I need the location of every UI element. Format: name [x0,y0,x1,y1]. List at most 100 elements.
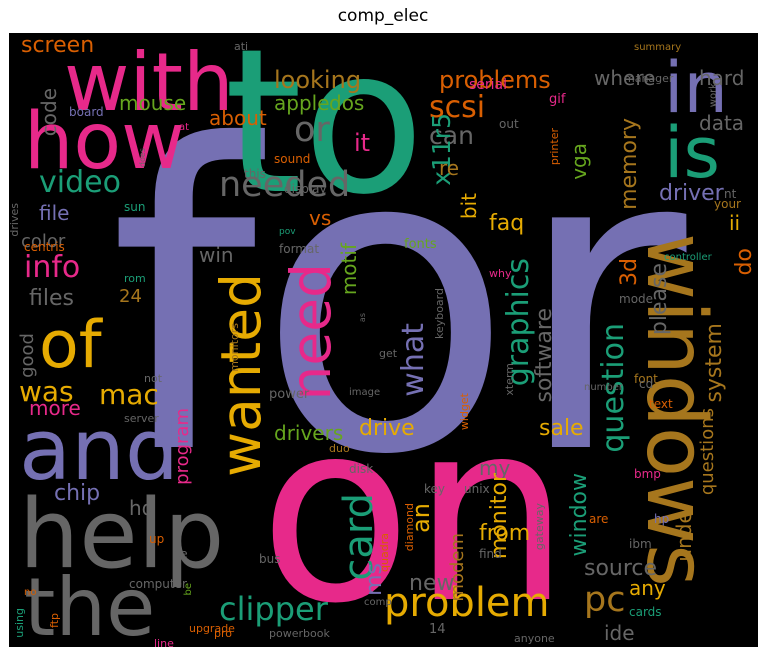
word: files [29,286,74,311]
word: as [358,313,367,323]
word: need [279,263,343,401]
word: serial [469,77,508,93]
word: cd [639,377,654,391]
word: nt [724,187,737,201]
word: this [244,167,266,181]
word: good [17,333,38,378]
word: needed [219,165,351,205]
word: ii [729,211,741,235]
word: unix [464,482,490,496]
word: memory [617,118,642,210]
word: ide [604,621,635,645]
word: line [154,637,174,647]
word: gif [549,92,566,107]
word: window [567,473,592,557]
word: system [702,323,727,403]
word: pov [279,227,296,237]
word: font [634,372,658,386]
word: from [479,521,531,546]
chart-title: comp_elec [337,6,429,26]
word: display [284,182,327,196]
word: up [149,532,165,546]
word: disk [349,462,374,476]
word: pc [584,580,626,620]
word: it [354,129,371,157]
word: about [209,106,267,130]
word: duo [329,442,350,455]
word: work [708,83,719,108]
word: hd [129,496,155,520]
word: controller [664,252,712,263]
word: hard [699,66,745,90]
word: widget [458,393,471,431]
word: anyone [514,632,555,645]
word: summary [634,42,682,53]
word: drivers [274,421,344,445]
word: questions [697,408,718,496]
word: format [279,242,320,256]
word: xterm [503,363,516,396]
word: motif [337,243,361,296]
word-cloud: for to on with how help and the windows in is of wan… [9,33,758,647]
word: apple [274,91,330,115]
word: chip [54,481,101,506]
word: problem [384,580,550,626]
word: win [199,243,234,267]
word: at [179,122,190,133]
word: mode [619,292,654,306]
word: source [584,556,658,581]
word: 24 [119,286,142,307]
word: no [24,587,37,598]
word: faq [489,211,525,236]
word: or [294,110,330,150]
word: gateway [533,503,546,551]
word: board [69,105,104,119]
word: vga [567,143,591,180]
word: sound [274,152,311,166]
word: sale [539,416,584,441]
word: key [424,482,446,496]
word: drives [9,203,21,237]
word: 3d [617,258,642,286]
word: using [13,608,26,638]
word: dos [329,91,365,115]
word: driver [659,181,724,206]
word: color [21,231,66,252]
word: on [259,367,571,647]
word: image [349,387,381,398]
word: ftp [48,613,61,628]
word: file [39,201,70,225]
word: help [19,480,225,590]
word: computer [129,577,187,591]
word: text [649,397,673,411]
word: drive [359,416,415,441]
word: with [64,36,234,129]
word: pro [214,627,232,640]
word: quadra [378,533,391,572]
word: any [629,576,666,600]
word: out [499,117,519,131]
word: software [532,308,557,403]
word: 14 [429,622,446,637]
word: are [589,512,609,526]
word: bus [259,552,281,566]
word: bmp [634,467,661,481]
word: centris [24,240,65,254]
word: mouse [119,91,187,115]
word: find [479,547,502,561]
word: wanted [209,273,273,477]
word: keyboard [433,288,446,340]
word: problems [439,66,551,94]
word: upgrade [189,622,235,635]
word: ati [234,40,249,53]
word: printer [548,128,561,166]
word: code [37,88,61,137]
word: sun [124,200,146,214]
word: fonts [404,237,437,252]
word: manager [624,72,674,85]
word: more [29,396,81,420]
word: server [124,412,159,425]
word: be [183,583,194,596]
word: to [224,33,425,239]
word: was [19,375,74,408]
